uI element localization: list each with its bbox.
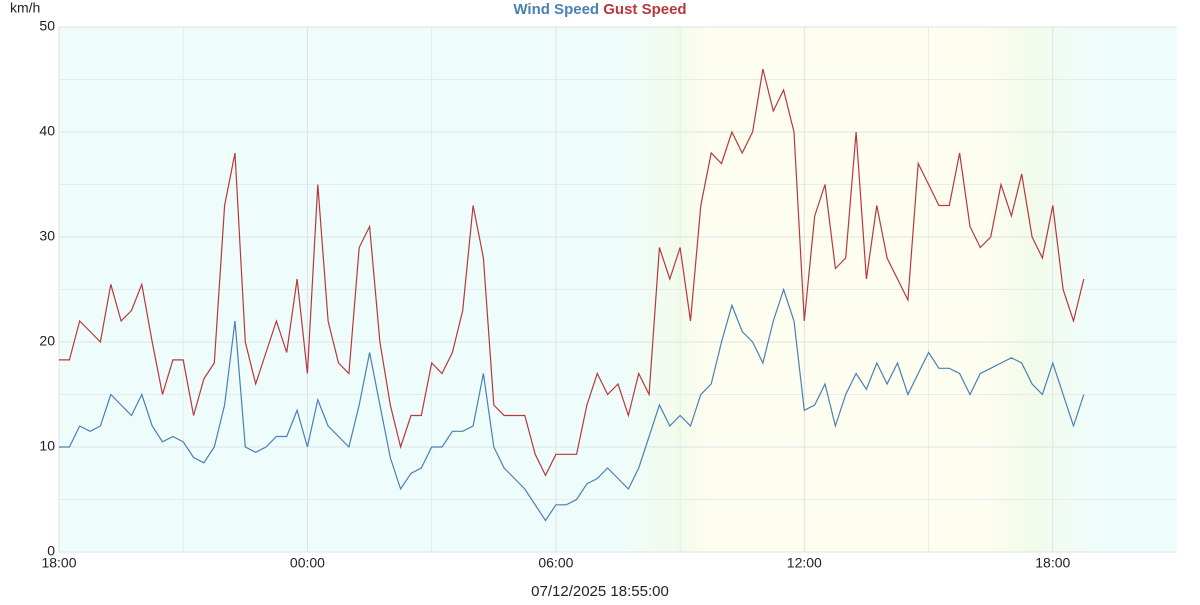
x-tick-label: 12:00 (787, 555, 822, 571)
y-tick-label: 20 (39, 333, 55, 349)
series-line (59, 287, 1085, 522)
x-axis-label: 07/12/2025 18:55:00 (531, 583, 669, 600)
x-tick-label: 00:00 (290, 555, 325, 571)
series-line (59, 68, 1085, 477)
x-tick-label: 18:00 (41, 555, 76, 571)
legend-entry: Wind Speed (513, 1, 599, 18)
y-tick-label: 10 (39, 438, 55, 454)
x-tick-label: 18:00 (1035, 555, 1070, 571)
legend: Wind Speed Gust Speed (513, 1, 686, 18)
legend-entry: Gust Speed (603, 1, 686, 18)
y-tick-label: 40 (39, 123, 55, 139)
y-tick-label: 0 (47, 543, 55, 559)
x-tick-label: 06:00 (538, 555, 573, 571)
y-tick-label: 50 (39, 18, 55, 34)
y-tick-label: 30 (39, 228, 55, 244)
y-axis-label: km/h (10, 0, 40, 16)
